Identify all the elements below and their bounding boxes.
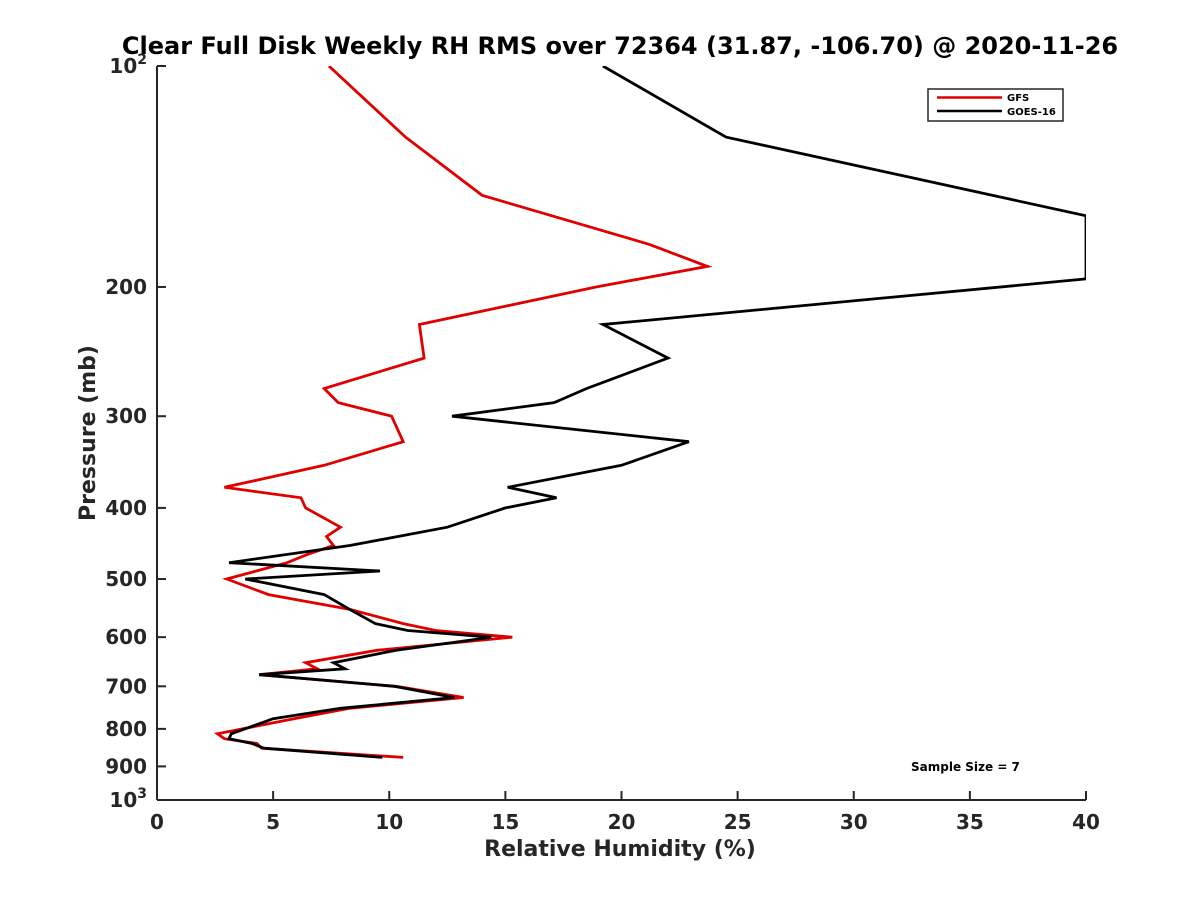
x-tick-label: 40 — [1072, 810, 1100, 834]
legend-label-goes16: GOES-16 — [1007, 107, 1056, 118]
series-line-gfs — [213, 66, 713, 759]
y-tick-label: 300 — [105, 404, 147, 428]
sample-size-annotation: Sample Size = 7 — [911, 760, 1020, 774]
y-tick-label: 400 — [105, 496, 147, 520]
y-axis-label: Pressure (mb) — [76, 345, 101, 521]
axes-layer — [156, 66, 1086, 801]
x-ticks: 0 5 10 15 20 25 30 35 40 — [150, 791, 1100, 834]
y-tick-label-exponent: 2 — [137, 52, 147, 68]
x-tick-label: 35 — [956, 810, 984, 834]
y-tick-label-exponent: 3 — [137, 786, 147, 802]
x-axis-label: Relative Humidity (%) — [484, 837, 756, 862]
y-tick-label: 600 — [105, 625, 147, 649]
y-tick-label-base: 10 — [109, 54, 137, 78]
y-tick-label: 200 — [105, 275, 147, 299]
series-layer — [213, 66, 1086, 759]
legend: GFS GOES-16 — [927, 88, 1064, 122]
series-line-goes16 — [226, 66, 1086, 759]
legend-label-gfs: GFS — [1007, 93, 1029, 104]
y-tick-label: 800 — [105, 717, 147, 741]
chart-title: Clear Full Disk Weekly RH RMS over 72364… — [122, 32, 1118, 60]
x-tick-label: 0 — [150, 810, 164, 834]
legend-box — [927, 88, 1064, 122]
y-tick-label: 102 — [109, 52, 147, 78]
y-tick-label: 700 — [105, 674, 147, 698]
x-tick-label: 15 — [491, 810, 519, 834]
y-tick-label: 103 — [109, 786, 147, 812]
x-tick-label: 30 — [840, 810, 868, 834]
x-tick-label: 25 — [724, 810, 752, 834]
y-tick-label-base: 10 — [109, 788, 137, 812]
y-tick-label: 900 — [105, 754, 147, 778]
x-tick-label: 10 — [375, 810, 403, 834]
x-tick-label: 5 — [266, 810, 280, 834]
y-tick-label: 500 — [105, 567, 147, 591]
x-tick-label: 20 — [608, 810, 636, 834]
